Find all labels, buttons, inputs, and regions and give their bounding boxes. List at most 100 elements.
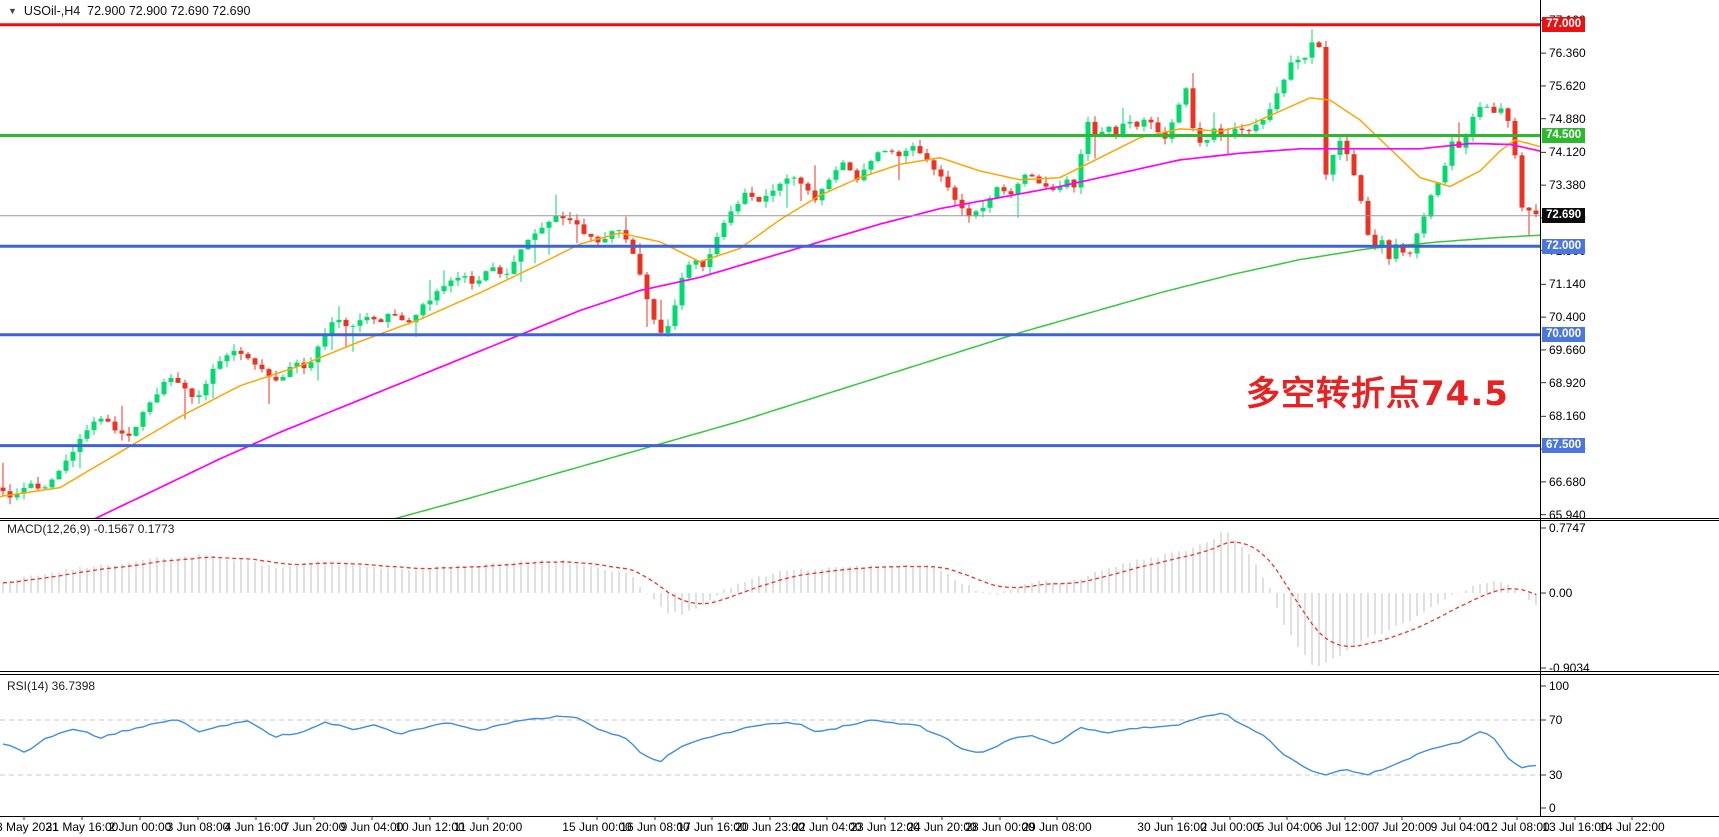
candle-body [126,433,132,436]
candle-body [1505,108,1511,121]
candle-body [1148,119,1154,123]
candle-body [987,198,993,208]
candle-body [1029,174,1035,177]
candle-body [1106,126,1112,132]
candle-body [707,254,713,267]
candle-body [735,203,741,212]
candle-body [1274,93,1280,110]
candle-body [532,233,538,240]
candle-body [490,267,496,272]
candle-body [945,176,951,188]
candle-body [1533,210,1539,215]
candle-body [924,153,930,161]
candle-body [1057,187,1063,190]
candle-body [399,315,405,321]
ma-slow-line [394,234,1540,518]
candle-body [1176,104,1182,123]
candle-body [980,207,986,212]
candle-body [266,369,272,377]
candle-body [14,493,20,498]
candle-body [805,183,811,191]
candle-body [420,304,426,316]
candle-body [1302,57,1308,60]
candle-body [168,378,174,382]
candle-body [917,146,923,154]
candle-body [756,196,762,202]
candle-body [308,362,314,369]
candle-body [616,230,622,232]
candle-body [1036,176,1042,184]
candle-body [1344,140,1350,155]
candle-body [476,280,482,284]
candle-body [1442,165,1448,183]
candle-body [1463,136,1469,148]
main-price-panel[interactable] [0,23,1540,519]
candle-body [931,160,937,170]
candle-body [448,280,454,287]
candle-body [784,178,790,184]
rsi-panel[interactable] [0,712,1540,776]
candle-body [1428,195,1434,217]
candle-body [1421,216,1427,234]
candle-body [504,273,510,275]
candle-body [350,325,356,327]
candle-body [868,161,874,170]
candle-body [1407,252,1413,254]
candle-body [574,220,580,225]
candle-body [1372,234,1378,248]
candle-body [546,221,552,228]
candle-body [1064,179,1070,188]
candle-body [371,316,377,320]
candle-body [952,187,958,200]
candle-body [1134,121,1140,127]
candle-body [378,319,384,322]
candle-body [665,326,671,333]
candle-body [462,276,468,278]
candle-body [875,152,881,161]
candle-body [357,320,363,326]
candle-body [469,276,475,284]
candle-body [35,483,41,489]
candle-body [1295,59,1301,63]
candle-body [1351,154,1357,176]
candle-body [1288,62,1294,80]
ma-mid-line [94,142,1540,518]
candle-body [588,233,594,237]
candle-body [56,470,62,480]
candle-body [175,378,181,383]
candle-body [1001,187,1007,192]
candle-body [1239,128,1245,130]
candle-body [343,319,349,327]
candle-body [1393,244,1399,259]
candle-body [91,421,97,431]
macd-panel[interactable] [2,532,1537,667]
candle-body [539,227,545,234]
candle-body [1330,154,1336,175]
candle-body [679,277,685,306]
candle-body [693,260,699,265]
rsi-line [2,712,1537,776]
candle-body [1386,240,1392,259]
candle-body [553,216,559,222]
candle-body [1078,154,1084,188]
candle-body [581,224,587,234]
candle-body [861,169,867,181]
candle-body [1141,119,1147,127]
candle-body [1120,123,1126,136]
candle-body [392,314,398,316]
candle-body [833,170,839,180]
candle-body [1008,191,1014,195]
candle-body [70,452,76,461]
candle-body [294,362,300,367]
candle-body [1092,121,1098,136]
candle-body [1323,47,1329,175]
candle-body [798,177,804,184]
candle-body [742,192,748,204]
candle-body [385,314,391,323]
candle-body [224,355,230,362]
candle-body [154,394,160,403]
candle-body [217,361,223,369]
candle-body [119,430,125,434]
candle-body [637,253,643,275]
